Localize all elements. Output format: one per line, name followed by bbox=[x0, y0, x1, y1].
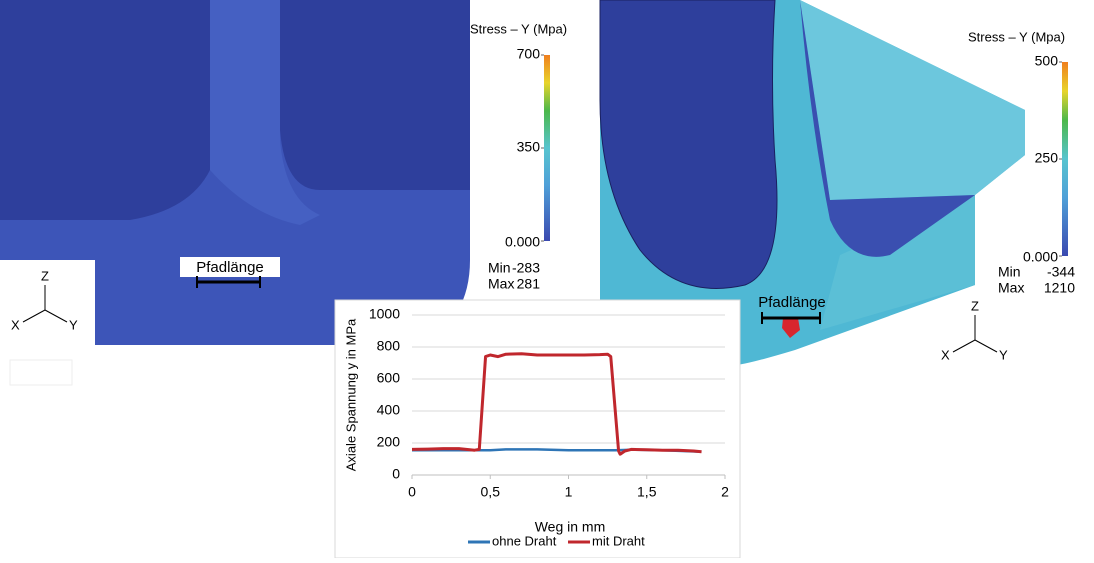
legend-label: mit Draht bbox=[592, 533, 645, 548]
colorbar-tick-label: 500 bbox=[1035, 53, 1059, 69]
min-label: Min bbox=[488, 260, 511, 276]
min-value: -283 bbox=[512, 260, 540, 276]
axis-x bbox=[22, 309, 46, 323]
x-tick-label: 2 bbox=[721, 484, 729, 500]
colorbar-title: Stress – Y (Mpa) bbox=[968, 29, 1065, 44]
y-tick-label: 800 bbox=[377, 338, 401, 354]
axis-y bbox=[44, 309, 68, 323]
data-line bbox=[411, 352, 702, 456]
colorbar bbox=[544, 55, 550, 241]
min-value: -344 bbox=[1047, 264, 1075, 280]
max-value: 1210 bbox=[1044, 280, 1075, 296]
colorbar-title: Stress – Y (Mpa) bbox=[470, 21, 567, 36]
x-axis-label: Weg in mm bbox=[535, 519, 606, 535]
chart-panel bbox=[334, 299, 741, 559]
y-tick-label: 200 bbox=[377, 434, 401, 450]
colorbar-tick-label: 250 bbox=[1035, 150, 1059, 166]
max-label: Max bbox=[488, 276, 514, 292]
fem-right bbox=[599, 0, 1025, 365]
axis-x bbox=[952, 339, 976, 353]
max-label: Max bbox=[998, 280, 1024, 296]
colorbar-tick-label: 0.000 bbox=[1023, 249, 1058, 265]
min-label: Min bbox=[998, 264, 1021, 280]
y-tick-label: 0 bbox=[392, 466, 400, 482]
path-label-box bbox=[180, 257, 280, 277]
colorbar-tick-label: 350 bbox=[517, 139, 541, 155]
colorbar-tick-label: 0.000 bbox=[505, 234, 540, 250]
legend-label: ohne Draht bbox=[492, 533, 557, 548]
x-tick-label: 0 bbox=[408, 484, 416, 500]
colorbar-tick-label: 700 bbox=[517, 46, 541, 62]
axis-y bbox=[974, 339, 998, 353]
colorbar bbox=[1062, 62, 1068, 256]
x-tick-label: 1 bbox=[565, 484, 573, 500]
x-tick-label: 1,5 bbox=[637, 484, 657, 500]
axis-x-label: X bbox=[941, 347, 950, 362]
axis-y-label: Y bbox=[999, 347, 1008, 362]
path-label: Pfadlänge bbox=[758, 294, 826, 311]
axis-z-label: Z bbox=[41, 268, 49, 283]
y-tick-label: 1000 bbox=[369, 306, 400, 322]
path-label: Pfadlänge bbox=[196, 259, 264, 276]
axis-z-label: Z bbox=[971, 298, 979, 313]
y-tick-label: 400 bbox=[377, 402, 401, 418]
fem-left bbox=[0, 0, 470, 386]
y-axis-label: Axiale Spannung y in MPa bbox=[343, 318, 358, 471]
y-tick-label: 600 bbox=[377, 370, 401, 386]
max-value: 281 bbox=[517, 276, 541, 292]
axis-x-label: X bbox=[11, 317, 20, 332]
axis-y-label: Y bbox=[69, 317, 78, 332]
x-tick-label: 0,5 bbox=[481, 484, 501, 500]
